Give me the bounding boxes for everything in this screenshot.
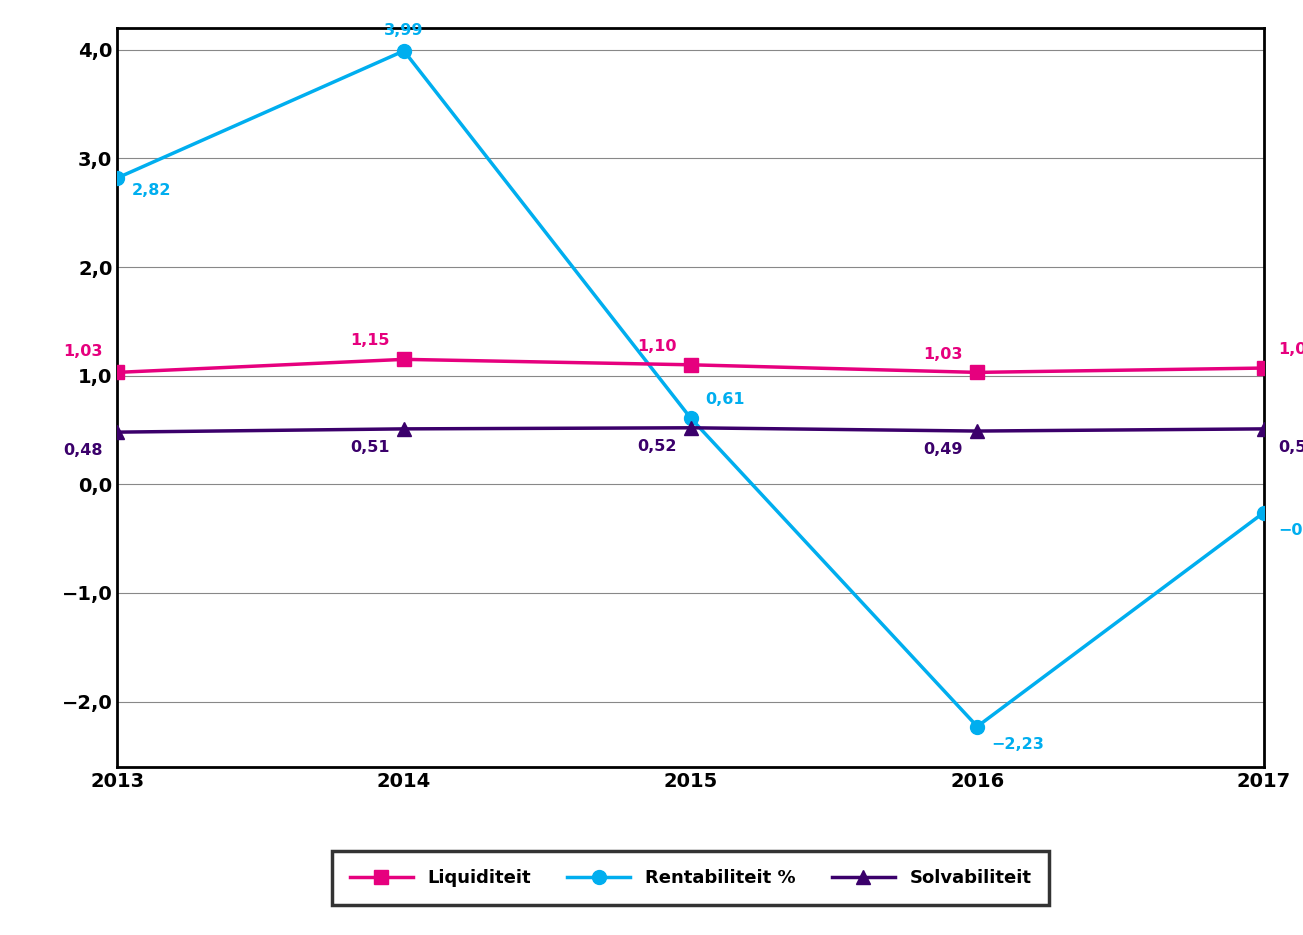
Text: −0,26: −0,26 xyxy=(1278,524,1303,539)
Text: −2,23: −2,23 xyxy=(992,738,1045,753)
Text: 2,82: 2,82 xyxy=(132,183,171,198)
Text: 0,48: 0,48 xyxy=(64,443,103,458)
Text: 1,07: 1,07 xyxy=(1278,342,1303,357)
Text: 3,99: 3,99 xyxy=(384,22,423,37)
Text: 0,49: 0,49 xyxy=(924,442,963,457)
Text: 0,52: 0,52 xyxy=(637,439,676,453)
Text: 0,51: 0,51 xyxy=(351,439,390,454)
Text: 0,51: 0,51 xyxy=(1278,439,1303,454)
Text: 1,15: 1,15 xyxy=(351,334,390,349)
Text: 1,03: 1,03 xyxy=(924,347,963,362)
Text: 0,61: 0,61 xyxy=(705,392,744,407)
Legend: Liquiditeit, Rentabiliteit %, Solvabiliteit: Liquiditeit, Rentabiliteit %, Solvabilit… xyxy=(332,851,1049,905)
Text: 1,10: 1,10 xyxy=(637,338,676,354)
Text: 1,03: 1,03 xyxy=(64,344,103,359)
